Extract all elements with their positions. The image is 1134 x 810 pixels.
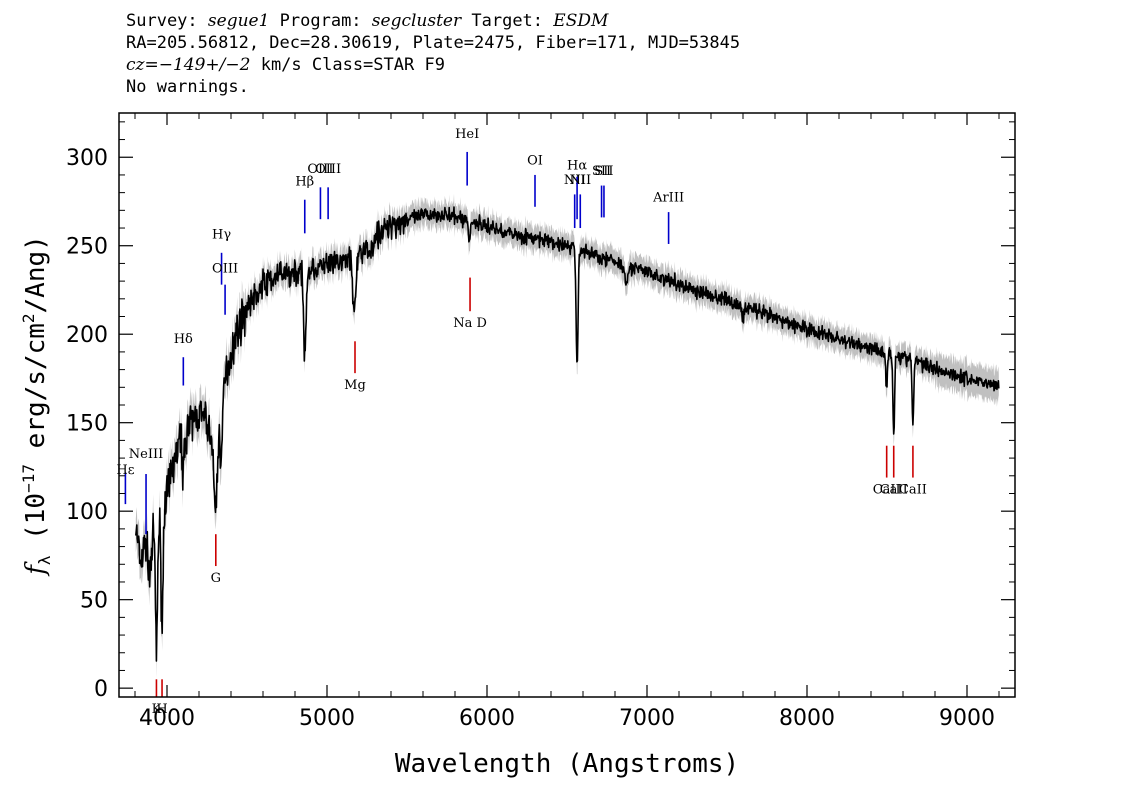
y-axis-title-exponent: −17 [19,464,38,493]
absorption-line-label: CaII [873,482,901,497]
x-tick-label: 5000 [299,706,355,731]
x-tick-label: 9000 [939,706,995,731]
program-label: Program: [279,11,362,31]
y-axis-title-scale: (10 [21,493,51,556]
x-tick-label: 4000 [139,706,195,731]
emission-line-label: ArIII [652,190,684,205]
survey-value: segue1 [207,11,270,31]
y-axis-title-subscript: λ [35,555,54,565]
target-label: Target: [471,11,544,31]
y-tick-label: 200 [66,323,108,348]
emission-line-label: HeI [455,127,479,142]
emission-line-label: NII [569,173,591,188]
target-value: ESDM [553,11,609,31]
y-axis-title: fλ (10−17 erg/s/cm2/Ang) [19,235,54,577]
cz-value: −149+/−2 [158,55,251,75]
emission-line-label: NII [564,173,586,188]
x-tick-label: 8000 [779,706,835,731]
program-value: segcluster [371,11,462,31]
emission-line-label: SII [594,164,613,179]
absorption-line-label: CaII [880,482,908,497]
absorption-line-label: Na D [453,316,487,331]
absorption-line-label: Mg [344,378,366,393]
y-tick-label: 150 [66,412,108,437]
y-axis-title-units: erg/s/cm [21,323,51,464]
plot-frame [118,112,1016,698]
ticks-layer: 4000 5000 6000 7000 8000 9000 0 50 100 150 200 250 3… [66,113,1015,731]
spectrum-layer [135,193,1000,679]
y-tick-label: 250 [66,235,108,260]
header-line-coordinates: RA=205.56812, Dec=28.30619, Plate=2475, … [126,33,741,53]
error-band [135,193,999,679]
header-line-redshift: cz=−149+/−2 km/s Class=STAR F9 [126,54,740,76]
emission-line-label: OIII [212,261,238,276]
spectrum-line [135,206,1000,662]
emission-line-label: Hγ [212,228,231,243]
absorption-line-label: G [211,571,221,586]
emission-line-label: Hδ [174,332,193,347]
x-axis-title: Wavelength (Angstroms) [395,749,739,779]
absorption-line-label: H [156,702,167,717]
emission-line-label: NeIII [129,447,163,462]
line-markers-layer: HεNeIIIHδHγOIIIHβOIIIOIIIHeIOINIIHαNIISI… [116,127,927,717]
emission-line-label: OIII [307,162,333,177]
x-tick-label: 6000 [459,706,515,731]
emission-line-label: Hε [116,463,134,478]
y-tick-label: 100 [66,500,108,525]
y-tick-label: 300 [66,146,108,171]
absorption-line-label: CaII [899,482,927,497]
header-line-warnings: No warnings. [126,77,249,97]
emission-line-label: Hα [567,159,587,174]
header-line-survey: Survey: segue1 Program: segcluster Targe… [126,10,740,32]
cz-suffix: km/s Class=STAR F9 [250,55,445,75]
spectrum-header: Survey: segue1 Program: segcluster Targe… [126,10,740,98]
emission-line-label: OI [527,153,543,168]
cz-prefix: cz= [126,55,159,75]
emission-line-label: OIII [315,162,341,177]
emission-line-label: SII [592,164,611,179]
emission-line-label: Hβ [295,175,314,190]
y-axis-title-units-tail: /Ang) [21,235,51,313]
x-tick-label: 7000 [619,706,675,731]
y-axis-title-units-exponent: 2 [19,313,38,323]
y-tick-label: 50 [80,589,108,614]
absorption-line-label: K [152,702,162,717]
y-tick-label: 0 [94,677,108,702]
survey-label: Survey: [126,11,198,31]
